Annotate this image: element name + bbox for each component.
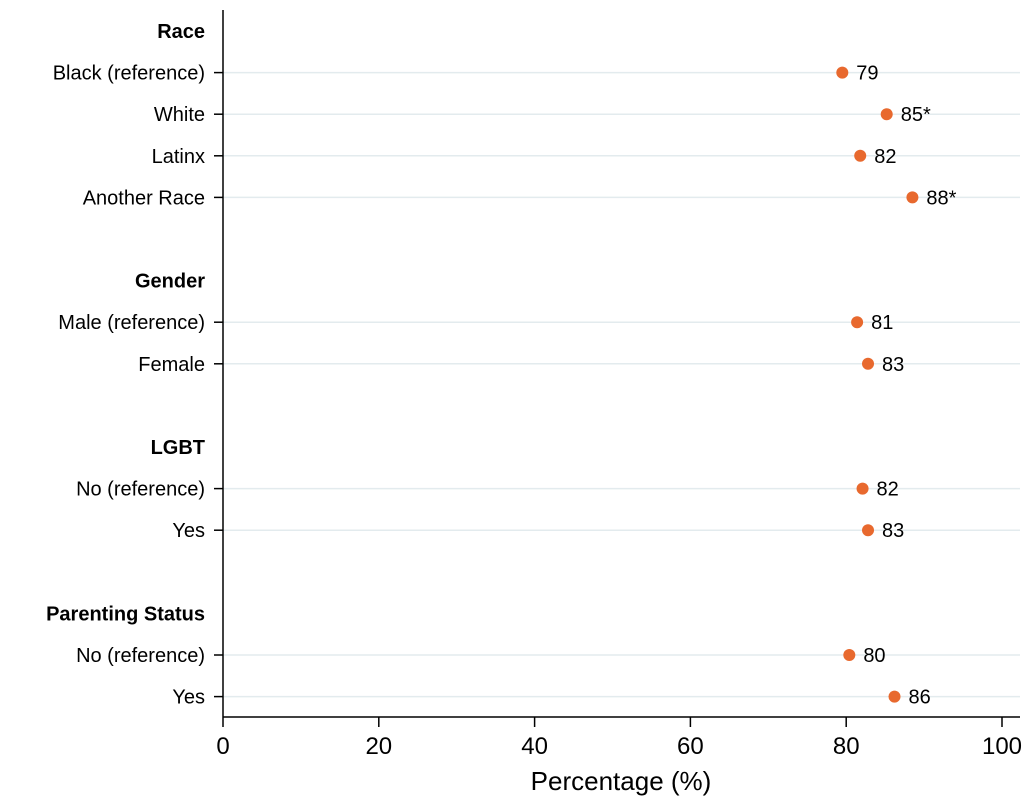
x-axis-title: Percentage (%) <box>531 766 712 796</box>
value-label: 83 <box>882 520 904 542</box>
value-label: 85* <box>901 104 931 126</box>
category-label: No (reference) <box>76 479 205 501</box>
x-tick-label: 20 <box>365 733 392 760</box>
value-label: 86 <box>908 687 930 709</box>
group-label: Race <box>157 21 205 43</box>
data-point <box>851 316 864 329</box>
gridlines <box>223 71 1020 698</box>
data-point <box>854 149 867 162</box>
x-tick-label: 40 <box>521 733 548 760</box>
group-label: Gender <box>135 271 205 293</box>
value-label: 82 <box>874 146 896 168</box>
category-label: Female <box>138 354 205 376</box>
category-label: Yes <box>172 687 205 709</box>
data-point <box>836 66 849 79</box>
category-label: Male (reference) <box>58 312 205 334</box>
x-tick-label: 80 <box>833 733 860 760</box>
x-tick-label: 60 <box>677 733 704 760</box>
data-point <box>862 357 875 370</box>
value-label: 80 <box>863 645 885 667</box>
value-label: 82 <box>877 479 899 501</box>
x-tick-label: 100 <box>982 733 1022 760</box>
group-label: LGBT <box>151 437 205 459</box>
category-label: Latinx <box>152 146 205 168</box>
value-label: 83 <box>882 354 904 376</box>
data-point <box>843 649 856 661</box>
category-label: Yes <box>172 520 205 542</box>
value-label: 88* <box>926 187 956 209</box>
value-label: 81 <box>871 312 893 334</box>
category-label: White <box>154 104 205 126</box>
value-label: 79 <box>856 63 878 85</box>
group-label: Parenting Status <box>46 603 205 625</box>
axes: 0 20 40 60 80 100 <box>214 10 1022 760</box>
category-label: Another Race <box>83 187 205 209</box>
data-point <box>856 482 869 495</box>
row-labels: Race Black (reference) White Latinx Another … <box>46 21 205 709</box>
x-tick-label: 0 <box>216 733 229 760</box>
data-point <box>880 108 893 121</box>
data-point <box>906 191 919 204</box>
category-label: No (reference) <box>76 645 205 667</box>
category-label: Black (reference) <box>53 63 205 85</box>
data-point <box>862 524 875 537</box>
data-point <box>888 690 901 703</box>
